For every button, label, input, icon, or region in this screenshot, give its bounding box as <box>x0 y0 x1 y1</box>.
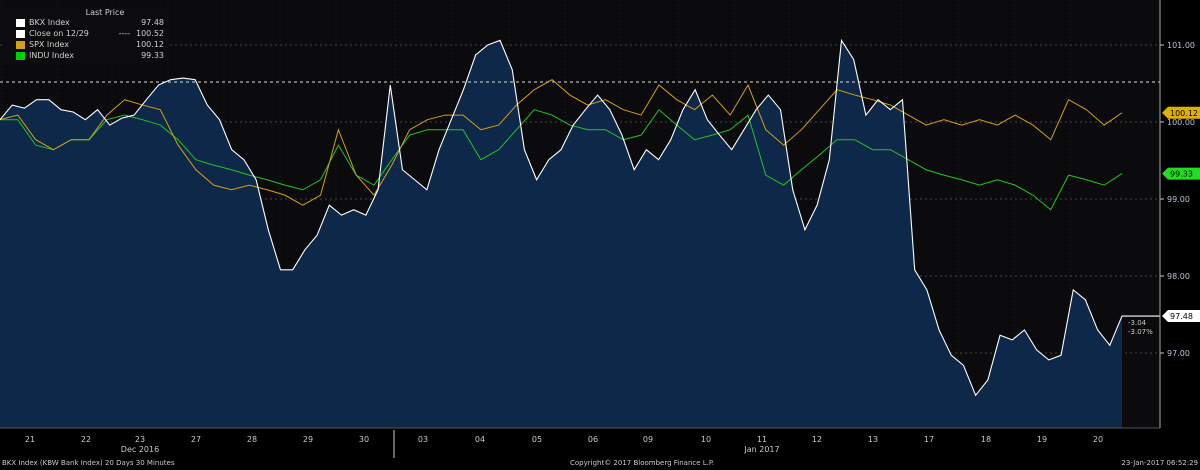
last-value-badge-bkx: 97.48 <box>1162 310 1200 323</box>
x-tick-label: 21 <box>25 435 35 444</box>
x-tick-label: 13 <box>868 435 878 444</box>
x-tick-label: 06 <box>588 435 598 444</box>
x-tick-label: 29 <box>303 435 313 444</box>
legend-swatch <box>16 18 25 27</box>
indu-line <box>0 108 1123 211</box>
badge-shape <box>1162 310 1200 323</box>
footer-security: BKX Index (KBW Bank Index) 20 Days 30 Mi… <box>2 459 175 467</box>
y-tick-label: 97.00 <box>1167 349 1190 358</box>
legend-item-indu[interactable]: INDU Index 99.33 <box>6 50 164 61</box>
x-tick-label: 12 <box>812 435 822 444</box>
legend-item-bkx[interactable]: BKX Index 97.48 <box>6 17 164 28</box>
x-tick-label: 23 <box>135 435 145 444</box>
y-tick-label: 100.00 <box>1167 118 1195 127</box>
x-tick-label: 05 <box>532 435 542 444</box>
x-tick-label: 30 <box>359 435 369 444</box>
x-tick-label: 03 <box>418 435 428 444</box>
legend-item-spx[interactable]: SPX Index 100.12 <box>6 39 164 50</box>
legend-swatch <box>16 51 25 60</box>
change-label: -3.04 <box>1128 319 1147 327</box>
legend-swatch <box>16 40 25 49</box>
spx-line <box>0 79 1123 206</box>
y-tick-label: 101.00 <box>1167 41 1195 50</box>
footer-copyright: Copyright© 2017 Bloomberg Finance L.P. <box>570 459 715 467</box>
legend-title: Last Price <box>85 8 125 17</box>
bkx-line <box>0 38 1160 397</box>
last-value-badge-spx: 100.12 <box>1162 106 1200 119</box>
footer-timestamp: 23-Jan-2017 06:52:29 <box>1121 459 1198 467</box>
badge-value: 100.12 <box>1170 109 1198 118</box>
x-tick-label: 27 <box>191 435 201 444</box>
legend-item-close[interactable]: Close on 12/29 ---- 100.52 <box>6 28 164 39</box>
last-value-badge-indu: 99.33 <box>1162 167 1200 180</box>
x-group-label: Jan 2017 <box>743 445 779 454</box>
x-tick-label: 17 <box>924 435 934 444</box>
change-label: -3.07% <box>1128 328 1153 336</box>
badge-value: 97.48 <box>1170 312 1193 321</box>
x-tick-label: 09 <box>643 435 653 444</box>
x-tick-label: 11 <box>757 435 767 444</box>
dash-marker: ---- <box>118 29 130 38</box>
badge-value: 99.33 <box>1170 170 1193 179</box>
x-group-label: Dec 2016 <box>121 445 159 454</box>
x-tick-label: 10 <box>701 435 711 444</box>
y-tick-label: 98.00 <box>1167 272 1190 281</box>
badge-shape <box>1162 106 1200 119</box>
x-tick-label: 18 <box>981 435 991 444</box>
x-tick-label: 20 <box>1093 435 1103 444</box>
y-tick-label: 99.00 <box>1167 195 1190 204</box>
x-tick-label: 19 <box>1037 435 1047 444</box>
legend: Last Price BKX Index 97.48 Close on 12/29… <box>2 6 168 63</box>
x-tick-label: 04 <box>475 435 485 444</box>
x-tick-label: 22 <box>81 435 91 444</box>
bkx-area <box>0 40 1122 429</box>
legend-swatch <box>16 29 25 38</box>
x-tick-label: 28 <box>247 435 257 444</box>
badge-shape <box>1162 167 1200 180</box>
